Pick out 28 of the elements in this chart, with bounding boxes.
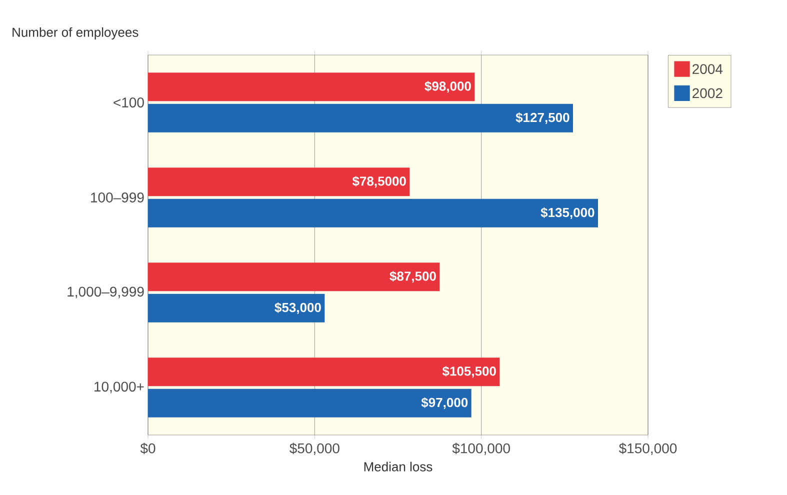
bar bbox=[148, 198, 598, 228]
data-label: $53,000 bbox=[274, 302, 321, 314]
x-tick-label: $150,000 bbox=[618, 442, 677, 455]
data-label: $127,500 bbox=[516, 112, 570, 124]
x-tick-label: $100,000 bbox=[452, 442, 510, 455]
bar bbox=[148, 104, 573, 132]
x-tick-label: $50,000 bbox=[290, 442, 340, 455]
y-tick-label: 10,000+ bbox=[94, 382, 144, 394]
y-axis-title: Number of employees bbox=[12, 27, 138, 40]
data-label: $97,000 bbox=[421, 397, 468, 409]
data-label: $105,500 bbox=[442, 366, 496, 378]
data-label: $135,000 bbox=[540, 207, 594, 219]
data-label: $98,000 bbox=[424, 80, 471, 93]
bar bbox=[148, 388, 472, 418]
bar bbox=[148, 72, 475, 102]
legend-label: 2002 bbox=[692, 88, 722, 98]
y-tick-label: 100–999 bbox=[91, 192, 144, 202]
bar bbox=[148, 262, 440, 292]
data-label: $78,5000 bbox=[352, 176, 406, 188]
data-label: $87,500 bbox=[390, 270, 436, 283]
y-tick-label: 1,000–9,999 bbox=[68, 286, 144, 298]
x-tick-label: $0 bbox=[140, 442, 156, 454]
bar bbox=[148, 294, 325, 322]
y-tick-label: <100 bbox=[114, 98, 144, 108]
bar bbox=[148, 168, 410, 196]
legend-label: 2004 bbox=[692, 64, 723, 74]
x-axis-title: Median loss bbox=[364, 462, 432, 472]
bar bbox=[148, 358, 500, 386]
